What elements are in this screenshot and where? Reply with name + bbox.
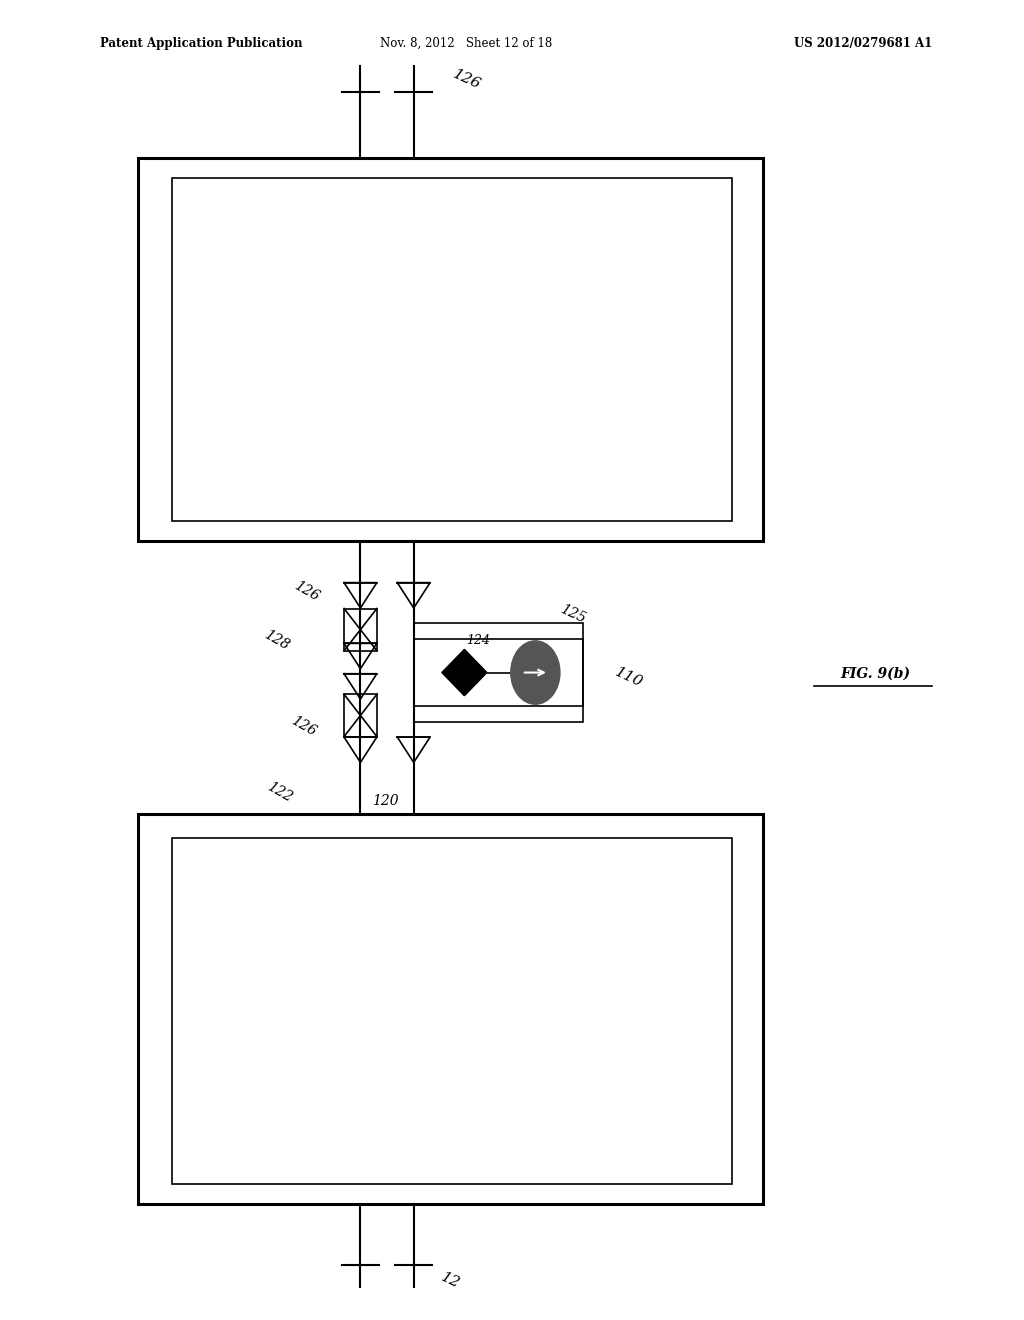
Text: 126: 126 xyxy=(292,578,322,605)
Bar xyxy=(172,838,732,1184)
Polygon shape xyxy=(442,649,465,696)
Bar xyxy=(414,623,583,722)
Text: Patent Application Publication: Patent Application Publication xyxy=(100,37,303,50)
Text: 120: 120 xyxy=(372,795,398,808)
Text: 12: 12 xyxy=(438,1270,462,1291)
Text: 125: 125 xyxy=(558,602,588,626)
Bar xyxy=(172,178,732,521)
Circle shape xyxy=(511,642,560,704)
Text: 128: 128 xyxy=(261,627,291,653)
Text: 110: 110 xyxy=(612,665,645,689)
Polygon shape xyxy=(465,649,487,696)
Text: 126: 126 xyxy=(451,67,483,91)
Text: 124: 124 xyxy=(466,634,489,647)
Text: 122: 122 xyxy=(264,779,294,805)
Text: US 2012/0279681 A1: US 2012/0279681 A1 xyxy=(794,37,932,50)
Bar xyxy=(344,609,377,651)
Text: 126: 126 xyxy=(289,713,318,739)
Bar xyxy=(138,814,763,1204)
Bar xyxy=(138,158,763,541)
Text: Nov. 8, 2012   Sheet 12 of 18: Nov. 8, 2012 Sheet 12 of 18 xyxy=(380,37,552,50)
Text: FIG. 9(b): FIG. 9(b) xyxy=(841,667,910,680)
Bar xyxy=(344,694,377,737)
